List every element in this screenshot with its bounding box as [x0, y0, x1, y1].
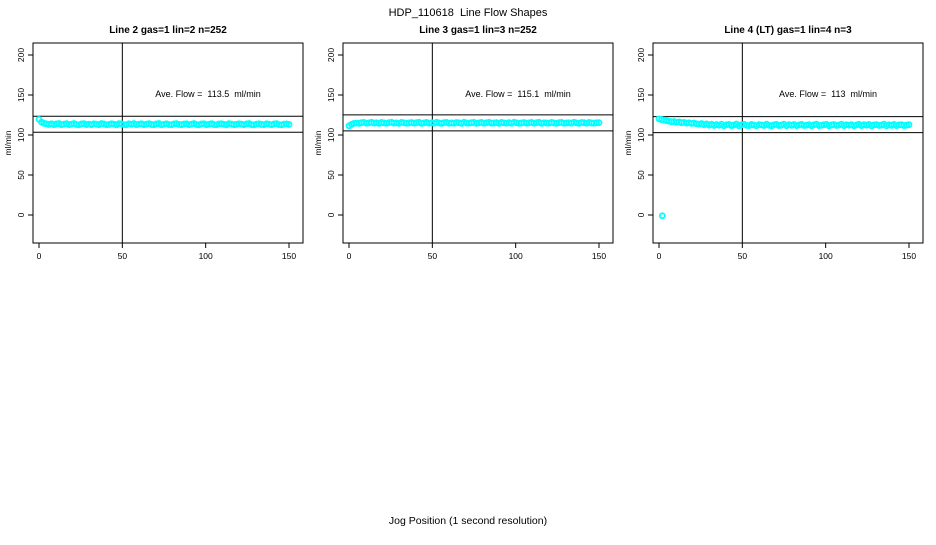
x-tick-label: 0: [37, 251, 42, 261]
y-tick-label: 150: [636, 88, 646, 102]
subplot-title: Line 2 gas=1 lin=2 n=252: [109, 25, 227, 36]
subplot-title: Line 3 gas=1 lin=3 n=252: [419, 25, 537, 36]
data-point: [285, 121, 293, 128]
plot-content: 0 50 100 150 0 50 100 150 200 ml/min: [623, 42, 924, 261]
x-tick-label: 100: [509, 251, 523, 261]
plot-frame: [652, 42, 924, 244]
x-tick-label: 0: [347, 251, 352, 261]
y-tick-label: 200: [326, 48, 336, 62]
y-tick-label: 50: [16, 170, 26, 180]
y-tick-label: 100: [326, 128, 336, 142]
subplot-line4: Line 4 (LT) gas=1 lin=4 n=3 Ave. Flow = …: [623, 25, 924, 261]
data-point: [595, 119, 603, 126]
y-axis-label: ml/min: [3, 130, 13, 155]
y-axis-label: ml/min: [313, 130, 323, 155]
x-tick-label: 100: [199, 251, 213, 261]
subplot-line3: Line 3 gas=1 lin=3 n=252 Ave. Flow = 115…: [313, 25, 614, 261]
x-tick-label: 50: [118, 251, 128, 261]
x-tick-label: 150: [282, 251, 296, 261]
y-tick-label: 0: [16, 212, 26, 217]
x-tick-label: 150: [902, 251, 916, 261]
data-point: [905, 121, 913, 129]
ave-flow-annotation: Ave. Flow = 113 ml/min: [779, 89, 877, 99]
x-tick-label: 0: [657, 251, 662, 261]
figure-x-axis-label: Jog Position (1 second resolution): [389, 515, 547, 527]
y-tick-label: 0: [636, 212, 646, 217]
x-tick-label: 150: [592, 251, 606, 261]
x-tick-label: 50: [428, 251, 438, 261]
x-tick-label: 50: [738, 251, 748, 261]
subplot-title: Line 4 (LT) gas=1 lin=4 n=3: [724, 25, 852, 36]
plot-content: 0 50 100 150 0 50 100 150 200 ml/min: [313, 42, 614, 261]
y-tick-label: 0: [326, 212, 336, 217]
ave-flow-annotation: Ave. Flow = 113.5 ml/min: [155, 89, 260, 99]
plot-frame: [32, 42, 304, 244]
y-tick-label: 150: [326, 88, 336, 102]
y-tick-label: 100: [636, 128, 646, 142]
data-point: [593, 119, 600, 127]
subplot-line2: Line 2 gas=1 lin=2 n=252 Ave. Flow = 113…: [3, 25, 304, 261]
outlier-data-point: [658, 212, 666, 220]
plot-frame: [342, 42, 614, 244]
y-axis-label: ml/min: [623, 130, 633, 155]
y-tick-label: 50: [326, 170, 336, 180]
y-tick-label: 200: [16, 48, 26, 62]
y-tick-label: 100: [16, 128, 26, 142]
figure-title: HDP_110618 Line Flow Shapes: [389, 7, 548, 19]
y-tick-label: 200: [636, 48, 646, 62]
x-tick-label: 100: [819, 251, 833, 261]
y-tick-label: 50: [636, 170, 646, 180]
ave-flow-annotation: Ave. Flow = 115.1 ml/min: [465, 89, 570, 99]
plot-content: 0 50 100 150 0 50 100 150 200 ml/min: [3, 42, 304, 261]
y-tick-label: 150: [16, 88, 26, 102]
